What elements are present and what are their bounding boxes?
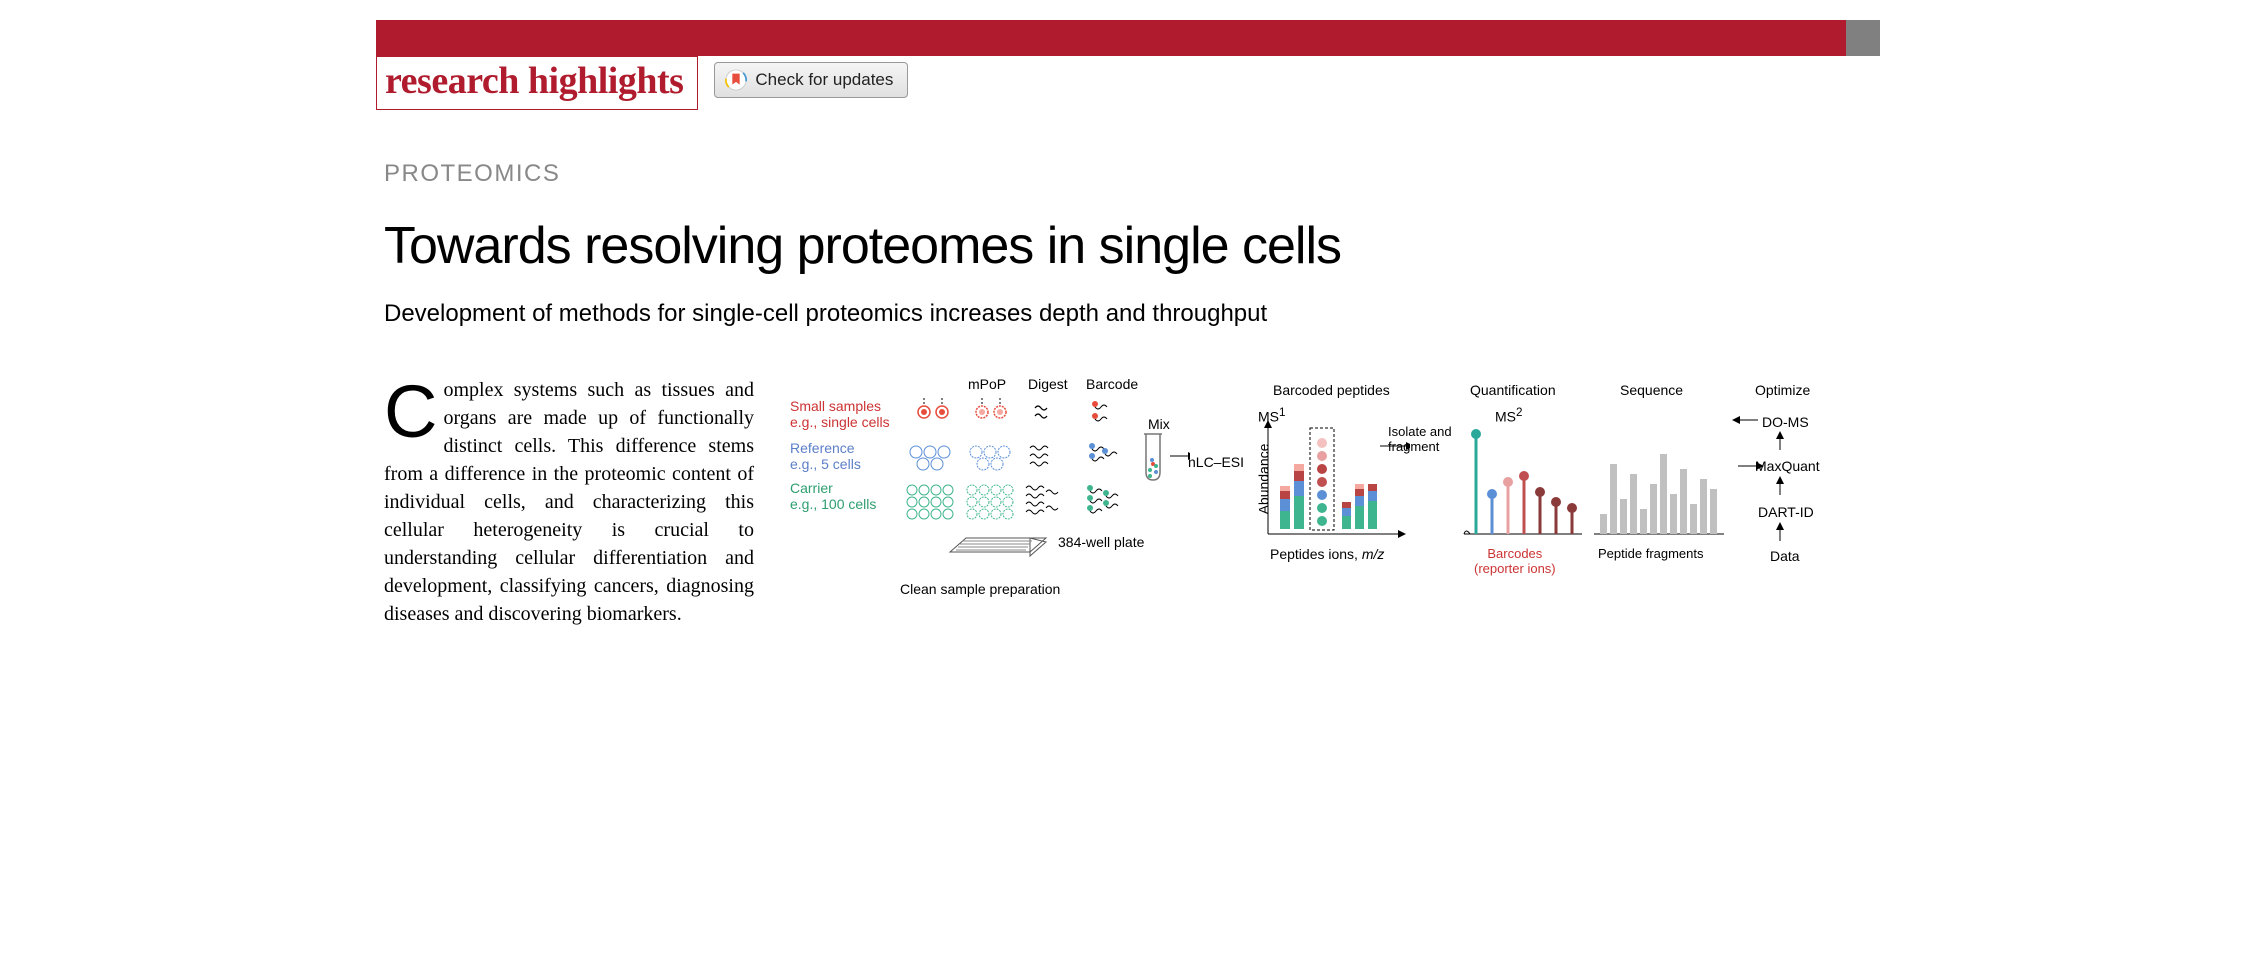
section-label: research highlights [376, 56, 698, 110]
label-optimize: Optimize [1755, 382, 1810, 398]
article-subtitle: Development of methods for single-cell p… [384, 300, 1872, 328]
workflow-figure: Small samples e.g., single cells Referen… [790, 376, 1872, 606]
ms1-chart-svg [1260, 416, 1410, 546]
label-5-cells: e.g., 5 cells [790, 456, 861, 472]
check-updates-label: Check for updates [755, 70, 893, 90]
label-sample-prep: Clean sample preparation [900, 581, 1060, 597]
label-barcoded-peptides: Barcoded peptides [1273, 382, 1390, 398]
label-peptides-ions: Peptides ions, m/z [1270, 546, 1384, 562]
label-sequence: Sequence [1620, 382, 1683, 398]
pipeline-svg [1730, 410, 1820, 570]
label-digest: Digest [1028, 376, 1068, 392]
sample-prep-svg [900, 394, 1190, 574]
article-body: Complex systems such as tissues and orga… [384, 376, 754, 628]
header-red-bar [376, 20, 1880, 56]
label-data: Data [1770, 548, 1800, 564]
label-carrier: Carrier [790, 480, 833, 496]
label-peptide-fragments: Peptide fragments [1598, 546, 1704, 561]
article-title: Towards resolving proteomes in single ce… [384, 216, 1872, 276]
label-100-cells: e.g., 100 cells [790, 496, 876, 512]
label-dart-id: DART-ID [1758, 504, 1814, 520]
label-maxquant: MaxQuant [1755, 458, 1820, 474]
label-do-ms: DO-MS [1762, 414, 1809, 430]
seq-chart-svg [1590, 416, 1730, 546]
label-barcodes-reporter: Barcodes(reporter ions) [1474, 546, 1556, 576]
ms2-chart-svg [1458, 416, 1588, 546]
dropcap: C [384, 376, 443, 441]
label-single-cells: e.g., single cells [790, 414, 890, 430]
label-barcode: Barcode [1086, 376, 1138, 392]
bookmark-icon [725, 69, 747, 91]
check-updates-button[interactable]: Check for updates [714, 62, 908, 98]
article-category: PROTEOMICS [384, 160, 1872, 188]
label-reference: Reference [790, 440, 855, 456]
label-small-samples: Small samples [790, 398, 881, 414]
label-mpop: mPoP [968, 376, 1006, 392]
label-quantification: Quantification [1470, 382, 1556, 398]
header-gray-box [1846, 20, 1880, 56]
label-nlc-esi: nLC–ESI [1188, 454, 1244, 470]
